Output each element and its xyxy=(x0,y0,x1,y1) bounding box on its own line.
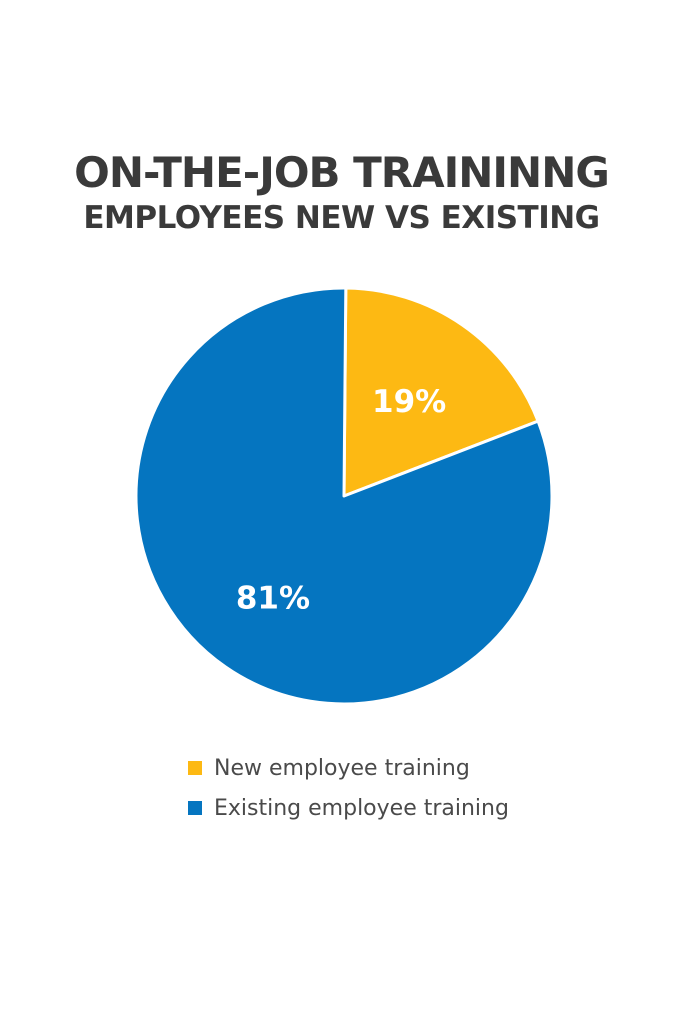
legend-label-new: New employee training xyxy=(214,755,470,781)
legend-item-existing: Existing employee training xyxy=(188,788,509,828)
legend-item-new: New employee training xyxy=(188,748,509,788)
legend-label-existing: Existing employee training xyxy=(214,795,509,821)
legend: New employee training Existing employee … xyxy=(188,748,509,828)
pie-slice-new xyxy=(342,286,540,498)
legend-swatch-existing xyxy=(188,801,202,815)
chart-subtitle: EMPLOYEES NEW VS EXISTING xyxy=(83,200,600,236)
pie-label-new: 19% xyxy=(372,384,446,420)
pie-slice-existing xyxy=(134,286,554,706)
legend-swatch-new xyxy=(188,761,202,775)
chart-title: ON-THE-JOB TRAININNG xyxy=(74,148,610,197)
pie-label-existing: 81% xyxy=(236,581,310,617)
